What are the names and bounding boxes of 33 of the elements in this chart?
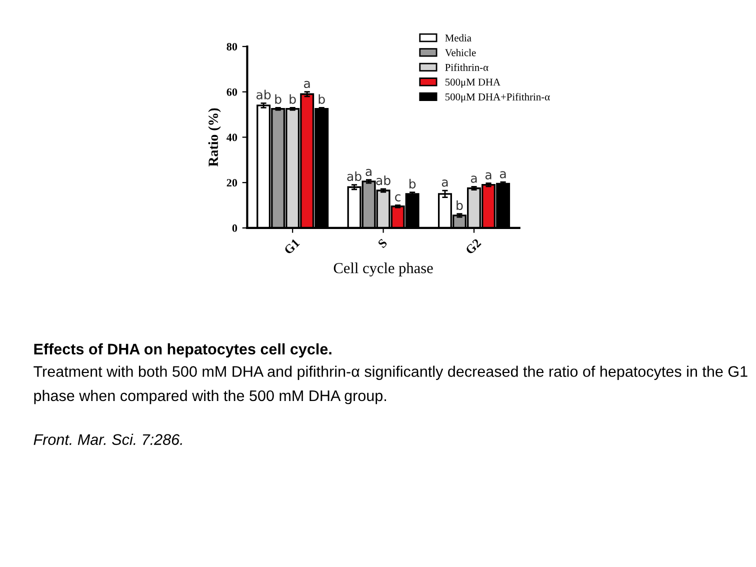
y-axis-title: Ratio (%) <box>208 108 221 166</box>
data-label: b <box>318 94 325 104</box>
data-label: b <box>456 200 463 210</box>
data-label: ab <box>376 175 390 186</box>
data-label: b <box>290 94 296 104</box>
x-tick-label: S <box>378 238 388 248</box>
data-label: a <box>366 168 372 176</box>
x-tick-label: G1 <box>284 238 300 255</box>
data-label: b <box>409 178 416 189</box>
legend-label: Media <box>445 34 472 42</box>
legend-label: Vehicle <box>445 48 476 56</box>
text: Front. Mar. Sci. 7:286. <box>34 434 182 445</box>
data-label: a <box>485 172 492 180</box>
y-tick-label: 80 <box>226 42 238 50</box>
x-axis-title: Cell cycle phase <box>334 262 433 276</box>
data-label: a <box>442 180 448 187</box>
y-tick-label: 0 <box>232 224 238 232</box>
data-label: b <box>275 94 282 104</box>
legend-label: 500μM DHA <box>445 78 500 88</box>
data-label: ab <box>347 171 362 182</box>
x-tick-label: G2 <box>465 238 482 255</box>
data-label: a <box>304 80 310 88</box>
legend-label: Pifithrin-α <box>445 63 488 71</box>
data-label: ab <box>256 90 271 100</box>
legend-label: 500μM DHA+Pifithrin-α <box>445 92 550 103</box>
text: Treatment with both 500 mM DHA and pifithrin-α significantly decreased the ratio of hepatocytes in the G1 phase when compared with the 500 mM DHA group. <box>34 366 748 404</box>
text: Effects of DHA on hepatocytes cell cycle. <box>34 343 332 358</box>
data-label: a <box>470 176 477 183</box>
y-tick-label: 20 <box>226 179 238 187</box>
y-tick-label: 40 <box>226 134 238 142</box>
data-label: c <box>395 194 400 202</box>
y-tick-label: 60 <box>226 88 238 96</box>
data-label: a <box>500 171 506 178</box>
